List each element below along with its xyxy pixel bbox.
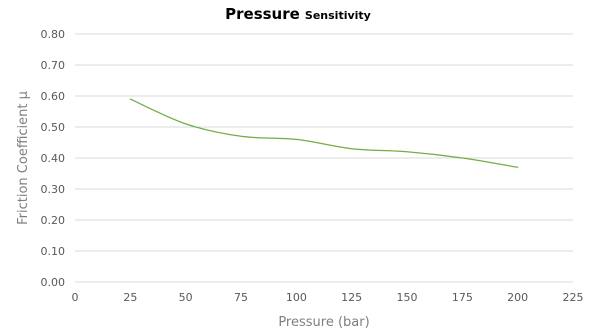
data-point xyxy=(460,156,465,161)
y-axis-title: Friction Coefficient μ xyxy=(16,91,31,225)
y-tick-label: 0.00 xyxy=(41,276,66,289)
data-point xyxy=(294,137,299,142)
x-tick-label: 25 xyxy=(123,291,137,304)
data-point xyxy=(183,121,188,126)
y-tick-label: 0.60 xyxy=(41,90,66,103)
y-tick-label: 0.10 xyxy=(41,245,66,258)
x-tick-label: 0 xyxy=(72,291,79,304)
y-tick-label: 0.30 xyxy=(41,183,66,196)
y-tick-label: 0.70 xyxy=(41,59,66,72)
data-point xyxy=(239,134,244,139)
x-tick-label: 125 xyxy=(341,291,362,304)
chart-title: Pressure Sensitivity xyxy=(0,6,596,22)
tick-layer: 0.00 0.10 0.20 0.30 0.40 0.50 0.60 0.70 0.80 0 25 5… xyxy=(41,28,584,304)
x-tick-label: 100 xyxy=(286,291,307,304)
x-tick-label: 200 xyxy=(507,291,528,304)
y-tick-label: 0.80 xyxy=(41,28,66,41)
chart-title-main: Pressure xyxy=(225,5,300,23)
y-tick-label: 0.50 xyxy=(41,121,66,134)
x-tick-label: 50 xyxy=(179,291,193,304)
x-tick-label: 150 xyxy=(397,291,418,304)
x-tick-label: 175 xyxy=(452,291,473,304)
series-layer xyxy=(128,97,520,170)
data-point xyxy=(349,146,354,151)
x-axis-title: Pressure (bar) xyxy=(278,315,369,329)
chart-title-sub: Sensitivity xyxy=(304,9,371,22)
x-tick-label: 225 xyxy=(563,291,584,304)
data-point xyxy=(405,149,410,154)
grid-layer xyxy=(75,33,573,283)
y-tick-label: 0.20 xyxy=(41,214,66,227)
series-line xyxy=(129,98,519,168)
y-tick-label: 0.40 xyxy=(41,152,66,165)
data-point xyxy=(515,165,520,170)
x-tick-label: 75 xyxy=(234,291,248,304)
data-point xyxy=(128,97,133,102)
